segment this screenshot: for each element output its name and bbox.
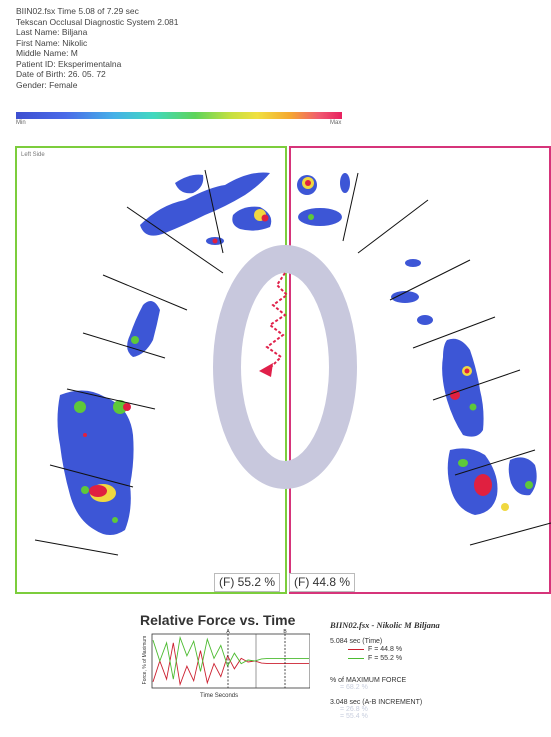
marker-a-label: A (226, 629, 230, 635)
legend-max-force-value: = 68.2 % (340, 684, 368, 691)
left-force-percent: (F) 55.2 % (214, 573, 281, 592)
header-file-line: BIIN02.fsx Time 5.08 of 7.29 sec (16, 6, 139, 16)
legend-title: BIIN02.fsx - Nikolic M Biljana (330, 620, 440, 630)
color-scale-min-label: Min (16, 120, 26, 126)
series-1-swatch (348, 649, 364, 650)
force-chart-title: Relative Force vs. Time (140, 612, 296, 628)
header-patient-id: Patient ID: Eksperimentalna (16, 58, 122, 69)
header-middle-name: Middle Name: M (16, 48, 78, 58)
occlusal-force-view[interactable]: Left Side (15, 145, 551, 595)
header-dob: Date of Birth: 26. 05. 72 (16, 69, 106, 79)
header-gender: Gender: Female (16, 79, 78, 90)
legend-increment-b: = 55.4 % (340, 713, 368, 720)
chart-plot-area (151, 633, 310, 689)
left-side-frame (15, 146, 287, 594)
legend-max-force: % of MAXIMUM FORCE (330, 677, 407, 684)
series-2-swatch (348, 658, 364, 659)
force-series-2-line (152, 635, 309, 680)
force-trajectory (265, 272, 289, 370)
header-first-name: First Name: Nikolic (16, 37, 88, 48)
right-force-percent: (F) 44.8 % (289, 573, 356, 592)
right-contacts (297, 173, 537, 515)
header-last-name: Last Name: Biljana (16, 27, 88, 37)
legend-increment-a: = 26.8 % (340, 706, 368, 713)
force-chart-ylabel: Force, % of Maximum (142, 636, 148, 685)
force-color-scale (16, 112, 342, 119)
patient-header: BIIN02.fsx Time 5.08 of 7.29 sec Tekscan… (16, 6, 179, 90)
right-side-frame (289, 146, 551, 594)
tooth-segment-lines (34, 169, 551, 556)
legend-series-1: F = 44.8 % (348, 645, 540, 654)
dental-arch-ring (213, 245, 357, 489)
header-system-line: Tekscan Occlusal Diagnostic System 2.081 (16, 16, 179, 27)
series-2-label: F = 55.2 % (368, 655, 403, 662)
force-series-1-line (152, 642, 309, 687)
force-chart-xlabel: Time Seconds (200, 693, 239, 699)
force-center-marker (259, 363, 273, 377)
legend-series-2: F = 55.2 % (348, 654, 540, 663)
chart-legend-panel: BIIN02.fsx - Nikolic M Biljana 5.084 sec… (330, 620, 540, 720)
color-scale-max-label: Max (330, 120, 342, 126)
legend-time: 5.084 sec (Time) (330, 638, 383, 645)
force-time-chart[interactable]: Force, % of Maximum A B (140, 628, 310, 692)
marker-b-label: B (283, 629, 287, 635)
legend-increment: 3.048 sec (A-B INCREMENT) (330, 699, 423, 706)
series-1-label: F = 44.8 % (368, 646, 403, 653)
left-side-label: Left Side (21, 152, 45, 158)
